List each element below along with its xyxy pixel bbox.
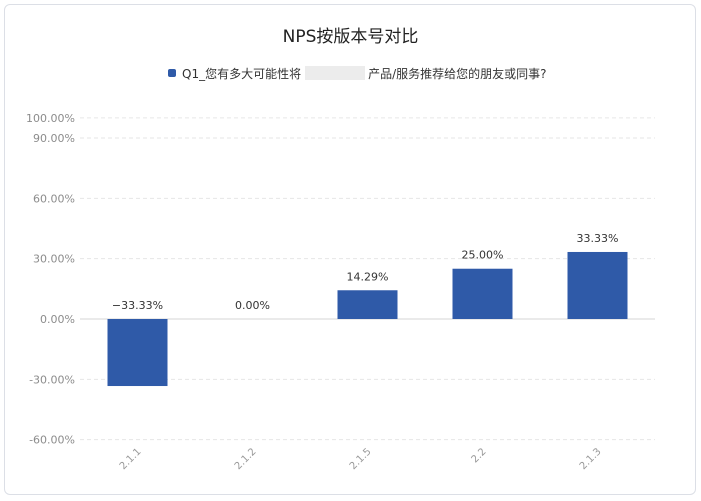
chart-card [4, 4, 696, 495]
x-tick-label: 2.2 [470, 446, 489, 465]
legend-redaction [305, 66, 366, 80]
chart-legend[interactable]: Q1_您有多大可能性将 产品/服务推荐给您的朋友或同事? [168, 64, 547, 82]
data-label: −33.33% [112, 299, 163, 312]
bar [337, 290, 398, 319]
data-label: 33.33% [577, 232, 619, 245]
legend-swatch [168, 69, 176, 77]
y-tick-label: -60.00% [29, 434, 75, 447]
y-tick-label: -30.00% [29, 373, 75, 386]
y-tick-label: 60.00% [33, 192, 75, 205]
legend-label-part-2: 产品/服务推荐给您的朋友或同事? [368, 66, 547, 81]
chart-title: NPS按版本号对比 [282, 27, 419, 47]
y-tick-label: 0.00% [40, 313, 75, 326]
bar [452, 268, 513, 319]
legend-label-part-1: Q1_您有多大可能性将 [182, 66, 302, 81]
bar [567, 251, 628, 319]
x-tick-label: 2.1.5 [348, 446, 374, 472]
bar [107, 319, 168, 387]
data-label: 14.29% [347, 270, 389, 283]
data-label: 0.00% [235, 299, 270, 312]
y-tick-label: 100.00% [26, 112, 75, 125]
data-label: 25.00% [462, 249, 504, 262]
x-tick-label: 2.1.3 [578, 446, 604, 472]
y-tick-label: 30.00% [33, 253, 75, 266]
x-tick-label: 2.1.1 [118, 446, 144, 472]
x-tick-label: 2.1.2 [233, 446, 259, 472]
y-tick-label: 90.00% [33, 132, 75, 145]
